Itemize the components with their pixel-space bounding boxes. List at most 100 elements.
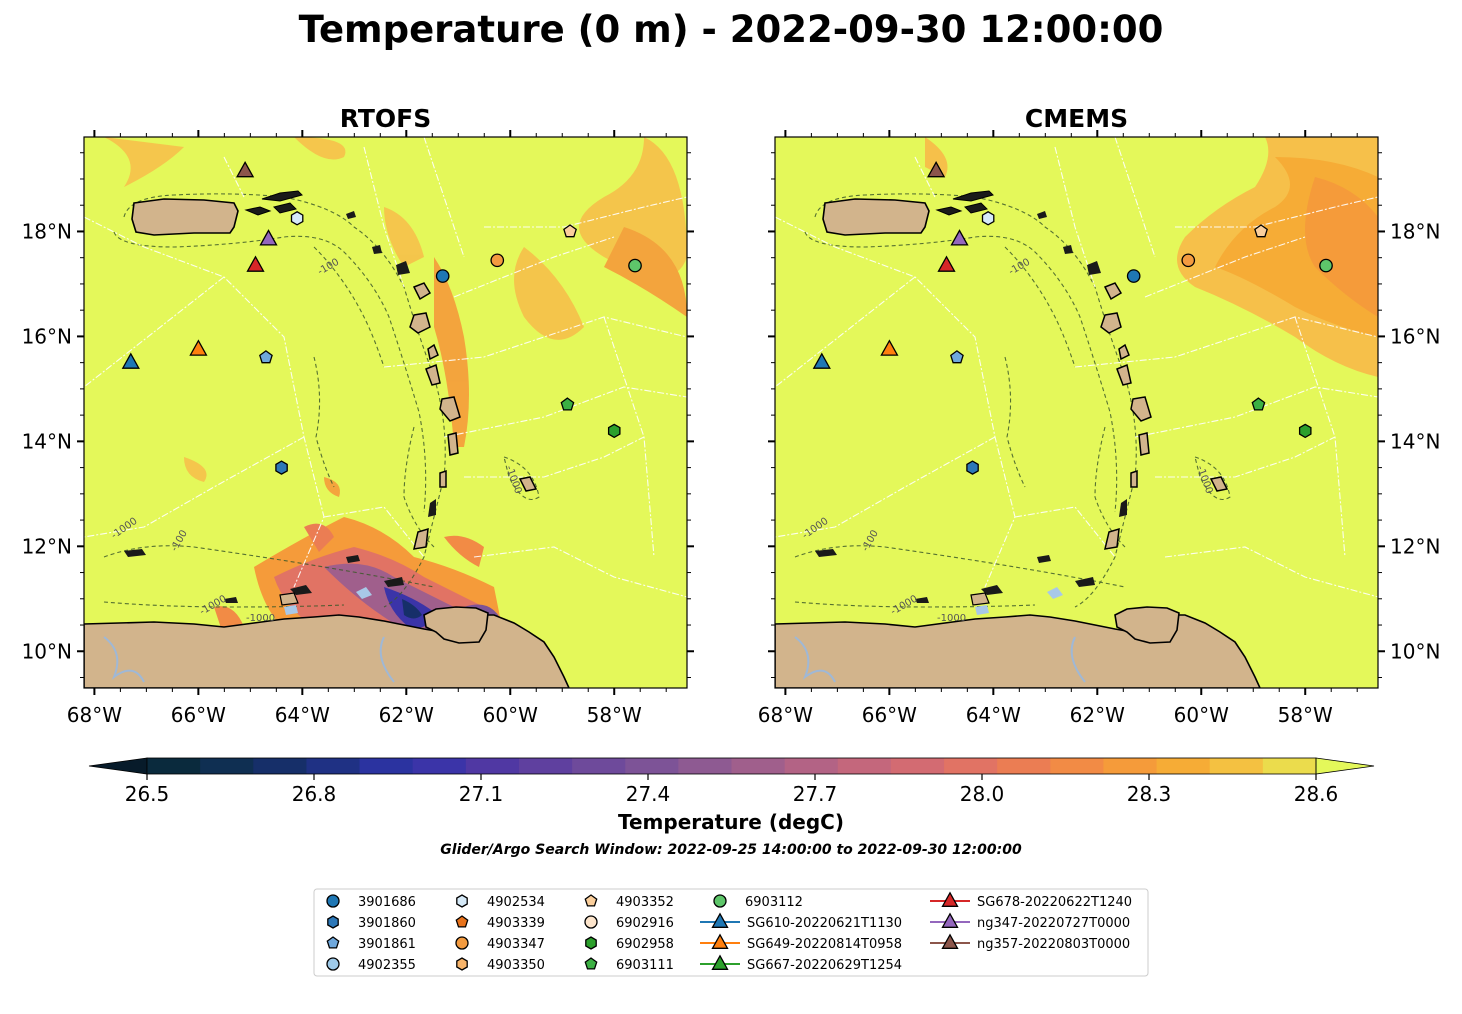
lon-tick-label: 64°W: [275, 703, 330, 727]
lat-tick-label: 16°N: [22, 324, 72, 348]
legend-marker-hexagon: [585, 936, 597, 950]
legend-marker-triangle: [711, 912, 729, 928]
station-SG678-20220622T1240: [937, 255, 956, 272]
colorbar-swatch: [147, 758, 201, 774]
colorbar-extend-high: [1315, 757, 1375, 775]
legend-marker-hexagon: [456, 957, 468, 971]
legend-item: 4903352: [584, 894, 674, 910]
colorbar-tick-label: 27.1: [459, 782, 504, 806]
station-4903352: [1254, 224, 1268, 238]
legend-marker-circle: [713, 894, 727, 908]
colorbar-swatch: [412, 758, 467, 774]
legend-label: 6902958: [616, 937, 674, 952]
colorbar-swatch: [1156, 758, 1211, 774]
colorbar-swatch: [253, 758, 308, 774]
lat-tick-label: 12°N: [22, 534, 72, 558]
contour-label: -1000: [246, 613, 275, 624]
legend-marker-triangle: [711, 933, 729, 949]
legend: 3901686 3901860 3901861 4902355 4902534 49033…: [313, 888, 1149, 977]
lat-tick-label: 18°N: [22, 219, 72, 243]
legend-label: SG667-20220629T1254: [747, 958, 902, 973]
legend-item: 6902958: [585, 936, 674, 952]
legend-label: SG610-20220621T1130: [747, 916, 902, 931]
legend-item: ng357-20220803T0000: [930, 933, 1130, 952]
station-3901860: [966, 460, 979, 475]
lat-tick-label: 14°N: [22, 429, 72, 453]
legend-label: 4903350: [487, 958, 545, 973]
colorbar-swatch: [731, 758, 786, 774]
legend-label: 4902355: [358, 958, 416, 973]
station-markers-rtofs: [121, 160, 642, 475]
legend-label: ng347-20220727T0000: [977, 916, 1130, 931]
legend-item: 4902534: [456, 894, 545, 910]
legend-item: SG667-20220629T1254: [700, 954, 902, 973]
station-3901861: [259, 350, 273, 364]
colorbar-swatch: [572, 758, 626, 774]
map-rtofs: -1000 -100 -1000 -1000 -100 -1000: [84, 137, 687, 688]
legend-marker-pentagon: [584, 894, 598, 907]
station-4902534: [981, 211, 995, 226]
lon-tick-label: 64°W: [966, 703, 1021, 727]
legend-label: 6903111: [616, 958, 674, 973]
station-markers-cmems: [812, 160, 1333, 475]
station-6902958: [607, 423, 621, 439]
station-6903111: [560, 397, 575, 411]
legend-label: 4902534: [487, 895, 545, 910]
station-6902958: [1298, 423, 1312, 439]
station-SG649-20220814T0958: [189, 339, 208, 356]
legend-item: 4903339: [455, 915, 545, 931]
axes-rtofs: 68°W 66°W 64°W 62°W 60°W 58°W 10°N 12°N 14°N 16°N…: [22, 130, 694, 727]
legend-item: 6903111: [584, 957, 674, 973]
panel-rtofs: RTOFS: [22, 104, 694, 727]
legend-marker-triangle: [941, 912, 959, 928]
axes-cmems: 68°W 66°W 64°W 62°W 60°W 58°W 10°N 12°N 14°N 16°N…: [758, 130, 1440, 727]
colorbar-swatch: [200, 758, 254, 774]
lat-tick-label: 10°N: [1390, 639, 1440, 663]
colorbar-label: Temperature (degC): [618, 810, 844, 834]
legend-item: 3901686: [326, 894, 416, 910]
lon-tick-label: 66°W: [862, 703, 917, 727]
legend-label: 3901861: [358, 937, 416, 952]
legend-label: SG649-20220814T0958: [747, 937, 902, 952]
station-3901686: [1126, 269, 1141, 283]
station-SG678-20220622T1240: [246, 255, 265, 272]
colorbar-swatch: [1050, 758, 1105, 774]
legend-label: ng357-20220803T0000: [977, 937, 1130, 952]
legend-item: SG678-20220622T1240: [930, 891, 1132, 910]
legend-item: ng347-20220727T0000: [930, 912, 1130, 931]
colorbar-swatch: [306, 758, 361, 774]
station-ng357-20220803T0000: [235, 160, 255, 178]
legend-item: SG649-20220814T0958: [700, 933, 902, 952]
colorbar-swatch: [944, 758, 998, 774]
lon-tick-label: 66°W: [171, 703, 226, 727]
legend-item: 4903350: [456, 957, 545, 973]
legend-marker-circle: [455, 936, 469, 950]
lon-tick-label: 62°W: [379, 703, 434, 727]
search-window-note: Glider/Argo Search Window: 2022-09-25 14…: [440, 842, 1022, 858]
colorbar-swatch: [997, 758, 1051, 774]
colorbar-tick-label: 26.8: [292, 782, 337, 806]
colorbar-swatch: [890, 758, 945, 774]
legend-marker-pentagon: [455, 915, 469, 928]
panel-title-rtofs: RTOFS: [340, 104, 432, 133]
legend-item: 4903347: [455, 936, 545, 952]
colorbar-swatch: [678, 758, 733, 774]
station-SG610-20220621T1130: [812, 352, 831, 369]
contour-label: -1000: [937, 613, 966, 624]
lon-tick-label: 58°W: [1278, 703, 1333, 727]
legend-label: 4903352: [616, 895, 674, 910]
colorbar-swatch: [784, 758, 839, 774]
map-cmems: -1000 -100 -1000 -1000 -100 -1000: [775, 137, 1378, 688]
legend-item: 3901861: [326, 936, 416, 952]
colorbar-tick-label: 28.3: [1127, 782, 1172, 806]
colorbar-tick-label: 26.5: [125, 782, 170, 806]
station-6903112: [628, 258, 642, 273]
legend-marker-circle: [584, 915, 598, 929]
legend-label: 6903112: [745, 895, 803, 910]
colorbar-tick-label: 27.7: [793, 782, 838, 806]
station-SG649-20220814T0958: [880, 339, 899, 356]
legend-label: 6902916: [616, 916, 674, 931]
legend-label: 4903339: [487, 916, 545, 931]
lat-tick-label: 10°N: [22, 639, 72, 663]
colorbar-swatch: [1209, 758, 1264, 774]
